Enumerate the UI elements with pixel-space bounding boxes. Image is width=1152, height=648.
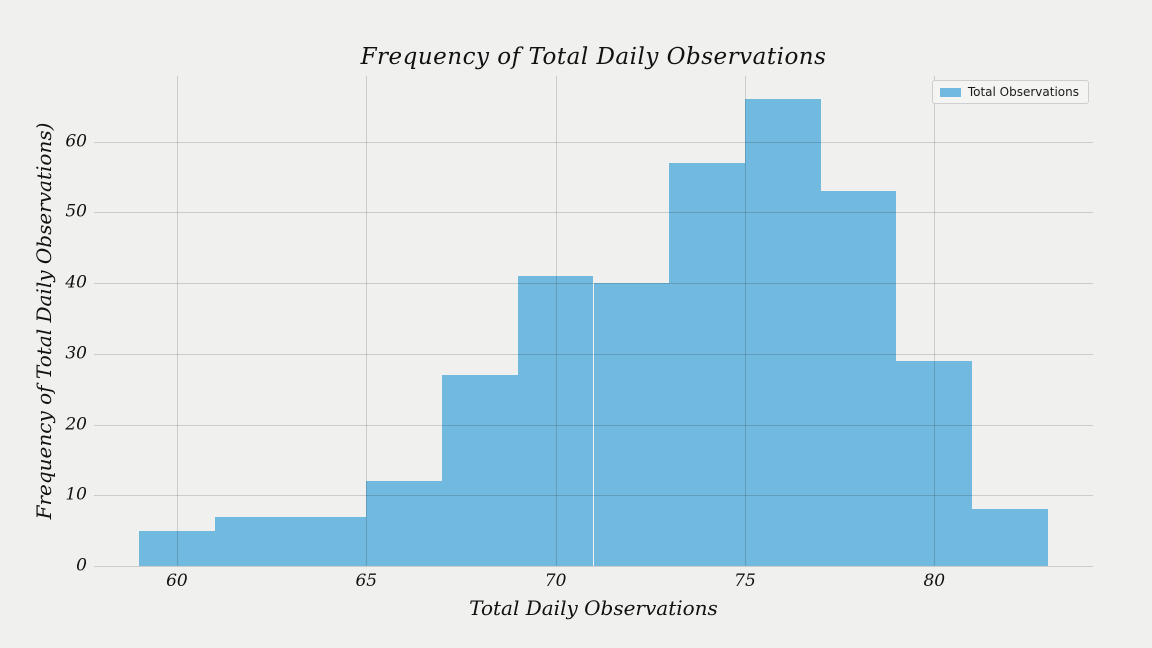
histogram-bar <box>820 191 897 566</box>
y-tick-label: 0 <box>76 555 87 576</box>
x-tick-label: 80 <box>923 571 946 591</box>
plot-area: Total Observations 0 10 20 30 40 50 60 60 65 70 75… <box>65 76 1093 590</box>
gridline-horizontal <box>94 495 1093 497</box>
y-tick-label: 40 <box>65 272 87 293</box>
y-tick-label: 30 <box>65 343 87 364</box>
histogram-bar <box>972 509 1048 566</box>
y-tick-label: 50 <box>65 201 87 222</box>
gridline-vertical <box>555 76 557 566</box>
gridline-vertical <box>176 76 178 566</box>
gridline-vertical <box>744 76 746 566</box>
chart-title: Frequency of Total Daily Observations <box>360 44 827 70</box>
x-tick-label: 70 <box>544 571 567 591</box>
histogram-bar <box>896 360 973 566</box>
gridline-horizontal <box>94 283 1093 285</box>
y-axis-label: Frequency of Total Daily Observations) <box>32 122 56 520</box>
gridline-horizontal <box>94 212 1093 214</box>
histogram-bar <box>593 283 670 566</box>
histogram-bar <box>290 516 367 566</box>
gridline-horizontal <box>94 566 1093 567</box>
legend: Total Observations <box>931 80 1089 104</box>
histogram-bar <box>139 530 215 566</box>
histogram-bar <box>366 481 443 566</box>
x-axis-label: Total Daily Observations <box>469 596 718 620</box>
x-tick-label: 65 <box>355 571 378 591</box>
histogram-bar <box>669 162 745 566</box>
histogram-bar <box>744 99 821 566</box>
legend-label: Total Observations <box>967 85 1079 99</box>
gridline-horizontal <box>94 353 1093 355</box>
y-tick-label: 10 <box>65 484 87 505</box>
histogram-bar <box>442 375 518 566</box>
gridline-vertical <box>366 76 368 566</box>
gridline-vertical <box>934 76 936 566</box>
legend-swatch-icon <box>939 87 961 97</box>
y-tick-label: 60 <box>65 131 87 152</box>
x-tick-label: 75 <box>734 571 756 591</box>
gridline-horizontal <box>94 424 1093 426</box>
x-tick-label: 60 <box>166 571 188 591</box>
y-tick-label: 20 <box>65 414 87 435</box>
histogram-bar <box>517 276 594 566</box>
gridline-horizontal <box>94 141 1093 143</box>
histogram-bar <box>214 516 291 566</box>
